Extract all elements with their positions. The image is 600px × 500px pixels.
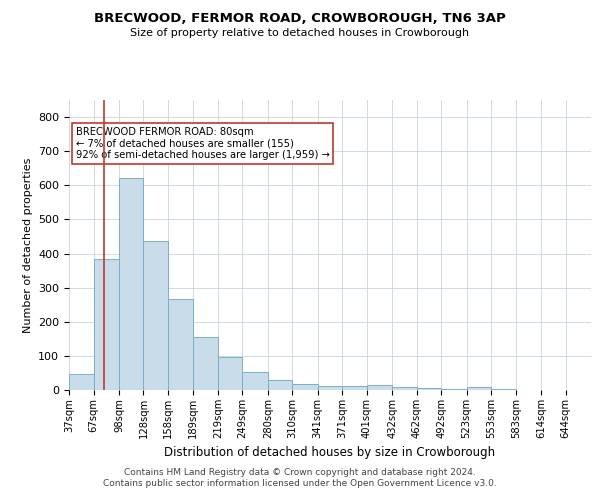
Bar [367, 385, 392, 390]
Bar [94, 260, 119, 390]
Bar [119, 178, 143, 390]
Text: BRECWOOD, FERMOR ROAD, CROWBOROUGH, TN6 3AP: BRECWOOD, FERMOR ROAD, CROWBOROUGH, TN6 … [94, 12, 506, 26]
Bar [417, 388, 441, 390]
Bar [467, 388, 491, 390]
Bar [292, 384, 318, 390]
Bar [168, 299, 193, 390]
Bar [143, 241, 168, 390]
Bar [491, 389, 516, 390]
X-axis label: Distribution of detached houses by size in Crowborough: Distribution of detached houses by size … [164, 446, 496, 460]
Text: Contains HM Land Registry data © Crown copyright and database right 2024.
Contai: Contains HM Land Registry data © Crown c… [103, 468, 497, 487]
Bar [242, 372, 268, 390]
Bar [193, 337, 218, 390]
Bar [392, 388, 417, 390]
Text: Size of property relative to detached houses in Crowborough: Size of property relative to detached ho… [130, 28, 470, 38]
Bar [342, 386, 367, 390]
Bar [268, 380, 292, 390]
Bar [218, 357, 242, 390]
Y-axis label: Number of detached properties: Number of detached properties [23, 158, 32, 332]
Bar [318, 386, 342, 390]
Bar [69, 374, 94, 390]
Text: BRECWOOD FERMOR ROAD: 80sqm
← 7% of detached houses are smaller (155)
92% of sem: BRECWOOD FERMOR ROAD: 80sqm ← 7% of deta… [76, 128, 329, 160]
